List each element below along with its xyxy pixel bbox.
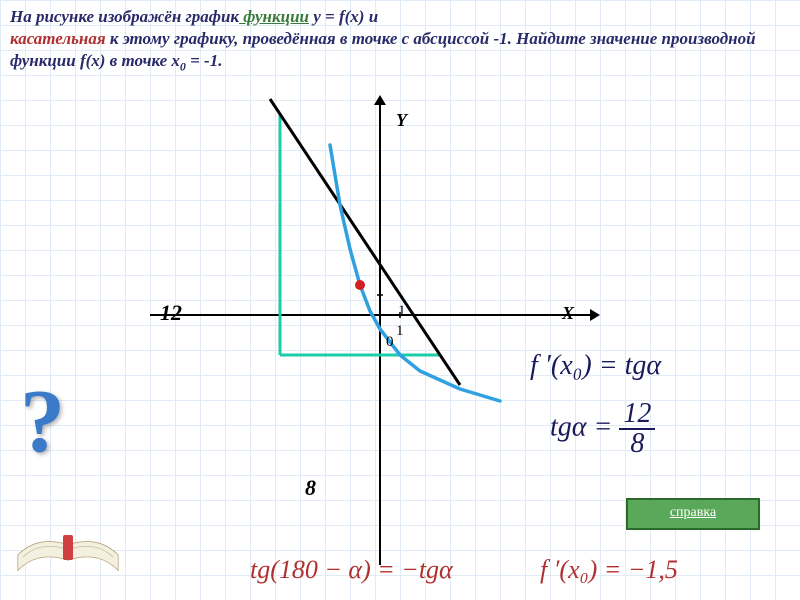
- label-1x: 1: [398, 303, 406, 320]
- function-link[interactable]: функции: [239, 7, 309, 26]
- formula-deriv-text: f ′(x₀) = tgα: [530, 350, 661, 381]
- book-icon: [8, 505, 128, 585]
- problem-post: y = f(x) и: [309, 7, 378, 26]
- formula-bottom: tg(180 − α) = −tgα: [250, 555, 453, 585]
- chart-svg: [150, 95, 600, 565]
- label-12: 12: [160, 300, 182, 326]
- formula-tg-frac: 128: [619, 400, 655, 458]
- question-mark-icon: ?: [20, 370, 65, 473]
- formula-tg-den: 8: [619, 430, 655, 458]
- problem-rest: к этому графику, проведённая в точке с а…: [10, 29, 756, 70]
- label-8: 8: [305, 475, 316, 501]
- x-axis-label: X: [562, 303, 574, 324]
- label-1y: 1: [396, 323, 404, 340]
- problem-pre: На рисунке изображён график: [10, 7, 239, 26]
- problem-statement: На рисунке изображён график функции y = …: [10, 6, 790, 75]
- help-button[interactable]: справка: [626, 498, 760, 530]
- formula-tg-num: 12: [619, 400, 655, 430]
- y-axis-label: Y: [396, 110, 407, 131]
- formula-tangent: tgα = 128: [550, 400, 655, 458]
- problem-end: = -1.: [186, 51, 223, 70]
- formula-derivative: f ′(x₀) = tgα: [530, 350, 661, 382]
- formula-tg-lhs: tgα =: [550, 411, 619, 442]
- formula-result: f ′(x₀) = −1,5: [540, 555, 678, 585]
- label-0: 0: [386, 334, 394, 351]
- chart: [150, 95, 600, 565]
- tangent-word: касательная: [10, 29, 106, 48]
